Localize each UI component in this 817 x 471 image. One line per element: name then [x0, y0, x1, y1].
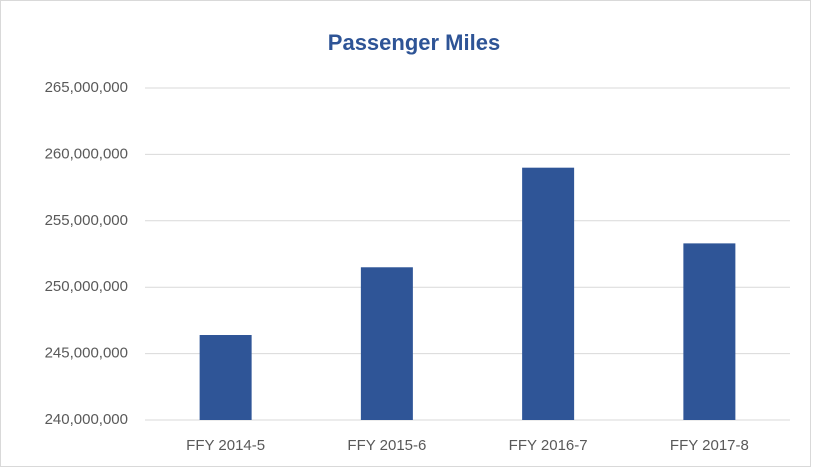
y-tick-label: 245,000,000 [45, 345, 128, 362]
x-tick-label: FFY 2015-6 [347, 437, 426, 454]
x-tick-label: FFY 2014-5 [186, 437, 265, 454]
bar [522, 167, 575, 420]
y-tick-label: 255,000,000 [45, 212, 128, 229]
y-tick-label: 260,000,000 [45, 145, 128, 162]
bar [199, 335, 252, 420]
chart-title: Passenger Miles [328, 30, 500, 55]
x-tick-label: FFY 2017-8 [670, 437, 749, 454]
bar [360, 267, 413, 420]
x-tick-label: FFY 2016-7 [509, 437, 588, 454]
bar [683, 243, 736, 420]
y-tick-label: 265,000,000 [45, 79, 128, 96]
y-tick-label: 250,000,000 [45, 278, 128, 295]
y-tick-label: 240,000,000 [45, 411, 128, 428]
